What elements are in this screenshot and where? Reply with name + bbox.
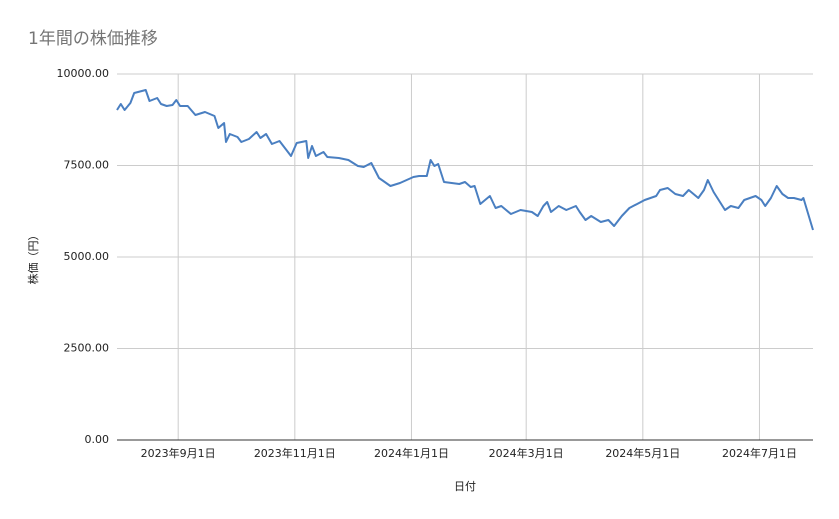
y-tick-label: 10000.00 — [57, 67, 110, 80]
x-tick-label: 2024年5月1日 — [605, 446, 680, 460]
y-axis-label: 株価（円） — [26, 230, 40, 285]
data-line — [116, 89, 814, 231]
x-tick-label: 2024年1月1日 — [374, 446, 449, 460]
y-tick-label: 5000.00 — [64, 250, 110, 263]
chart-title: 1年間の株価推移 — [28, 29, 158, 49]
y-tick-label: 0.00 — [85, 433, 110, 446]
x-axis-label: 日付 — [454, 480, 476, 493]
x-tick-label: 2024年7月1日 — [722, 446, 797, 460]
x-tick-label: 2024年3月1日 — [489, 446, 564, 460]
y-tick-label: 2500.00 — [64, 342, 110, 355]
x-tick-label: 2023年11月1日 — [254, 446, 336, 460]
y-tick-label: 7500.00 — [64, 159, 110, 172]
x-tick-label: 2023年9月1日 — [141, 446, 216, 460]
